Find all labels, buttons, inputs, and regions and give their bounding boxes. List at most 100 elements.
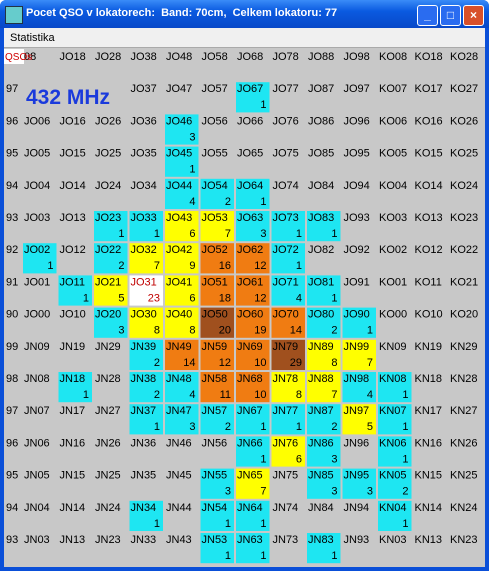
qso-count: 1 xyxy=(402,453,408,465)
locator-cell[interactable] xyxy=(307,275,341,306)
locator-cell[interactable] xyxy=(342,404,377,435)
locator-label: JN33 xyxy=(131,534,157,546)
locator-cell[interactable] xyxy=(200,372,235,403)
locator-cell[interactable] xyxy=(378,372,412,403)
locator-cell[interactable] xyxy=(165,146,199,177)
maximize-button[interactable]: □ xyxy=(440,5,461,26)
locator-cell[interactable] xyxy=(165,275,199,306)
qso-count: 1 xyxy=(331,228,337,240)
locator-cell[interactable] xyxy=(236,533,270,564)
locator-cell[interactable] xyxy=(200,275,235,306)
qso-count: 7 xyxy=(331,389,337,401)
locator-cell[interactable] xyxy=(378,404,412,435)
locator-cell[interactable] xyxy=(200,339,235,370)
locator-cell[interactable] xyxy=(200,307,235,338)
locator-cell[interactable] xyxy=(165,211,199,242)
locator-cell[interactable] xyxy=(94,275,128,306)
locator-cell[interactable] xyxy=(271,404,306,435)
locator-cell[interactable] xyxy=(200,468,235,499)
locator-cell[interactable] xyxy=(236,211,270,242)
locator-cell[interactable] xyxy=(129,372,164,403)
locator-label: JN34 xyxy=(131,502,157,514)
locator-cell[interactable] xyxy=(236,243,270,274)
locator-cell[interactable] xyxy=(129,275,164,306)
locator-label: KN13 xyxy=(415,534,443,546)
locator-cell[interactable] xyxy=(236,500,270,531)
locator-cell[interactable] xyxy=(129,211,164,242)
locator-cell[interactable] xyxy=(342,307,377,338)
locator-cell[interactable] xyxy=(236,468,270,499)
locator-cell[interactable] xyxy=(342,468,377,499)
locator-cell[interactable] xyxy=(271,275,306,306)
locator-cell[interactable] xyxy=(236,307,270,338)
locator-cell[interactable] xyxy=(165,178,199,209)
locator-cell[interactable] xyxy=(236,339,270,370)
locator-cell[interactable] xyxy=(129,500,164,531)
locator-cell[interactable] xyxy=(307,307,341,338)
locator-cell[interactable] xyxy=(94,243,128,274)
locator-cell[interactable] xyxy=(271,339,306,370)
qso-count: 5 xyxy=(367,421,373,433)
locator-cell[interactable] xyxy=(342,339,377,370)
close-button[interactable]: × xyxy=(463,5,484,26)
locator-label: KO16 xyxy=(415,115,443,127)
locator-cell[interactable] xyxy=(236,275,270,306)
locator-cell[interactable] xyxy=(94,307,128,338)
locator-cell[interactable] xyxy=(94,211,128,242)
locator-label: JO52 xyxy=(202,244,228,256)
locator-cell[interactable] xyxy=(307,436,341,467)
locator-label: JO00 xyxy=(24,309,50,321)
locator-cell[interactable] xyxy=(342,372,377,403)
locator-cell[interactable] xyxy=(378,468,412,499)
locator-cell[interactable] xyxy=(307,468,341,499)
locator-cell[interactable] xyxy=(236,404,270,435)
locator-cell[interactable] xyxy=(165,339,199,370)
locator-cell[interactable] xyxy=(307,404,341,435)
locator-cell[interactable] xyxy=(200,500,235,531)
locator-cell[interactable] xyxy=(307,372,341,403)
locator-label: JN96 xyxy=(344,437,370,449)
menu-item[interactable]: Statistika xyxy=(10,32,55,44)
locator-cell[interactable] xyxy=(271,372,306,403)
locator-cell[interactable] xyxy=(307,533,341,564)
locator-cell[interactable] xyxy=(129,243,164,274)
locator-cell[interactable] xyxy=(23,243,57,274)
locator-cell[interactable] xyxy=(307,339,341,370)
locator-cell[interactable] xyxy=(58,275,93,306)
locator-cell[interactable] xyxy=(200,211,235,242)
locator-label: JN25 xyxy=(95,470,121,482)
locator-cell[interactable] xyxy=(236,436,270,467)
locator-cell[interactable] xyxy=(307,211,341,242)
locator-cell[interactable] xyxy=(165,372,199,403)
locator-label: 94 xyxy=(6,502,18,514)
locator-cell[interactable] xyxy=(165,307,199,338)
locator-cell[interactable] xyxy=(200,404,235,435)
locator-label: JN95 xyxy=(344,470,370,482)
locator-cell[interactable] xyxy=(200,243,235,274)
minimize-button[interactable]: _ xyxy=(417,5,438,26)
locator-label: JN85 xyxy=(308,470,334,482)
locator-label: KN24 xyxy=(450,502,478,514)
locator-cell[interactable] xyxy=(165,404,199,435)
locator-cell[interactable] xyxy=(378,436,412,467)
locator-cell[interactable] xyxy=(271,436,306,467)
locator-cell[interactable] xyxy=(271,211,306,242)
locator-cell[interactable] xyxy=(165,243,199,274)
locator-cell[interactable] xyxy=(271,243,306,274)
qso-count: 1 xyxy=(402,421,408,433)
locator-cell[interactable] xyxy=(129,307,164,338)
locator-label: 93 xyxy=(6,534,18,546)
locator-cell[interactable] xyxy=(271,307,306,338)
locator-cell[interactable] xyxy=(129,404,164,435)
locator-cell[interactable] xyxy=(378,500,412,531)
locator-cell[interactable] xyxy=(236,82,270,113)
locator-cell[interactable] xyxy=(200,178,235,209)
locator-cell[interactable] xyxy=(236,372,270,403)
locator-cell[interactable] xyxy=(236,178,270,209)
locator-cell[interactable] xyxy=(200,533,235,564)
qso-count: 2 xyxy=(225,421,231,433)
locator-cell[interactable] xyxy=(165,114,199,145)
locator-label: JN16 xyxy=(60,437,86,449)
locator-cell[interactable] xyxy=(58,372,93,403)
locator-cell[interactable] xyxy=(129,339,164,370)
